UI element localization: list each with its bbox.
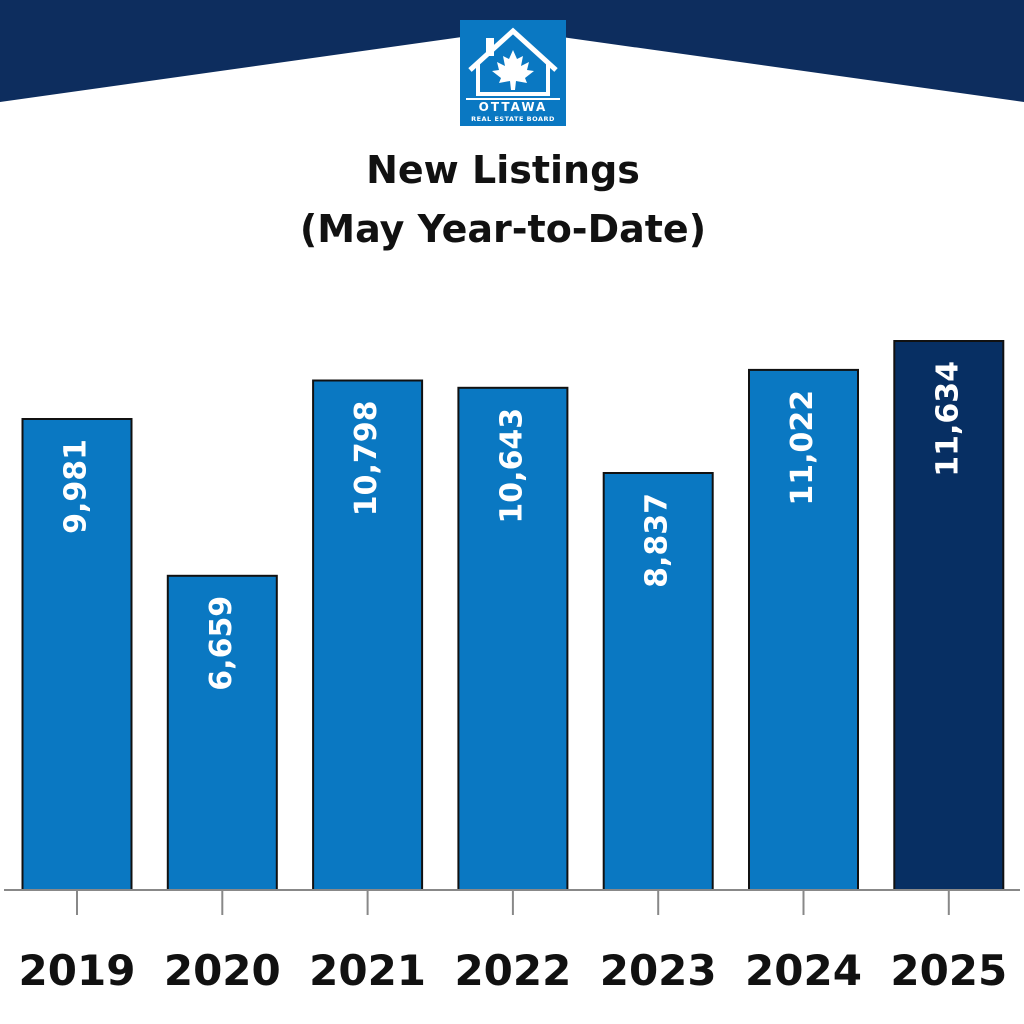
chart-subtitle: (May Year-to-Date): [300, 207, 706, 251]
year-label-2022: 2022: [454, 946, 571, 995]
logo-text-sub: REAL ESTATE BOARD: [471, 115, 555, 123]
value-label-2025: 11,634: [930, 361, 965, 477]
value-label-2024: 11,022: [785, 390, 820, 506]
year-label-2021: 2021: [309, 946, 426, 995]
house-walls-icon: [476, 64, 550, 96]
logo-text-main: OTTAWA: [479, 100, 548, 114]
house-roof-icon: [468, 27, 558, 72]
year-label-2025: 2025: [890, 946, 1007, 995]
value-label-2022: 10,643: [494, 408, 529, 524]
value-label-2019: 9,981: [59, 439, 94, 534]
bar-2023: [602, 472, 714, 891]
bar-2025: [893, 340, 1005, 891]
value-label-2021: 10,798: [349, 401, 384, 517]
bar-2022: [457, 386, 569, 891]
bar-2020: [166, 574, 278, 891]
chart-title: New Listings: [366, 148, 640, 192]
maple-leaf-icon: [492, 50, 534, 90]
chimney-icon: [486, 38, 494, 56]
year-label-2024: 2024: [745, 946, 862, 995]
value-label-2020: 6,659: [204, 596, 239, 691]
bars-layer: 9,981 6,659 10,798 10,643 8,837 11,022 11,634: [21, 340, 1005, 891]
year-label-2020: 2020: [164, 946, 281, 995]
axis-layer: 2019 2020 2021 2022 2023 2024 2025: [4, 889, 1020, 995]
value-label-2023: 8,837: [640, 493, 675, 588]
header-band: [0, 0, 1024, 102]
logo-divider: [466, 98, 560, 100]
year-label-2019: 2019: [19, 946, 136, 995]
bar-2024: [748, 368, 859, 891]
year-label-2023: 2023: [600, 946, 717, 995]
logo: OTTAWA REAL ESTATE BOARD: [460, 20, 566, 126]
bar-2021: [312, 379, 424, 891]
